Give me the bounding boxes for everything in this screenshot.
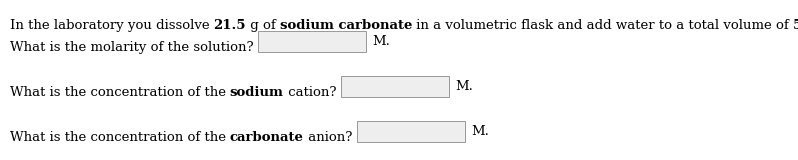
Text: What is the concentration of the: What is the concentration of the (10, 131, 230, 144)
Text: sodium carbonate: sodium carbonate (280, 19, 413, 32)
Text: M.: M. (471, 125, 489, 138)
Text: M.: M. (455, 80, 473, 93)
Text: in a volumetric flask and add water to a total volume of: in a volumetric flask and add water to a… (413, 19, 793, 32)
Text: M.: M. (372, 35, 390, 48)
Text: carbonate: carbonate (230, 131, 304, 144)
Text: sodium: sodium (230, 86, 284, 99)
Text: In the laboratory you dissolve: In the laboratory you dissolve (10, 19, 213, 32)
Text: g of: g of (246, 19, 280, 32)
Text: 500: 500 (793, 19, 798, 32)
Text: anion?: anion? (304, 131, 352, 144)
Text: 21.5: 21.5 (213, 19, 246, 32)
Text: What is the concentration of the: What is the concentration of the (10, 86, 230, 99)
Text: cation?: cation? (284, 86, 336, 99)
Text: What is the molarity of the solution?: What is the molarity of the solution? (10, 41, 253, 54)
